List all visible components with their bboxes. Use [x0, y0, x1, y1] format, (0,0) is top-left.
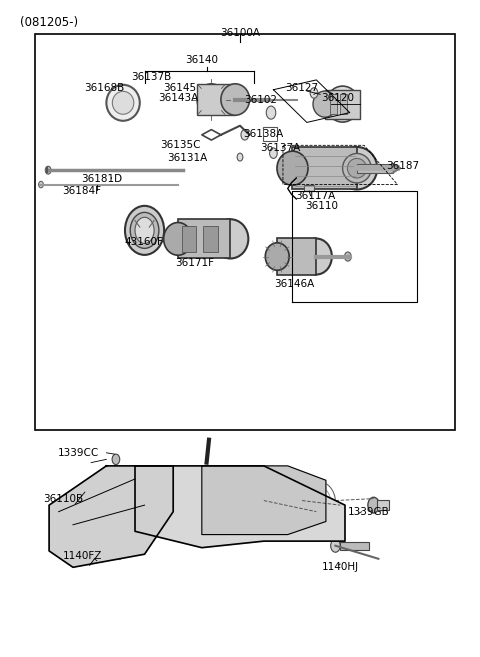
- Circle shape: [92, 548, 102, 560]
- Text: 36181D: 36181D: [81, 174, 122, 185]
- Text: 36100A: 36100A: [220, 28, 260, 38]
- Text: 36137A: 36137A: [261, 143, 300, 153]
- Text: 36168B: 36168B: [84, 83, 124, 93]
- Text: 36131A: 36131A: [168, 153, 208, 164]
- Circle shape: [241, 129, 249, 140]
- Bar: [340, 95, 348, 114]
- Circle shape: [345, 252, 351, 261]
- Bar: [203, 226, 217, 252]
- Text: 36110: 36110: [306, 200, 338, 210]
- Circle shape: [38, 181, 43, 188]
- Ellipse shape: [265, 243, 289, 270]
- Circle shape: [270, 148, 277, 158]
- FancyBboxPatch shape: [35, 34, 455, 430]
- Circle shape: [310, 88, 318, 98]
- Text: 36102: 36102: [244, 95, 277, 104]
- Circle shape: [135, 217, 154, 244]
- Ellipse shape: [130, 212, 159, 248]
- Bar: [277, 238, 316, 275]
- Ellipse shape: [336, 147, 377, 189]
- Ellipse shape: [343, 154, 371, 183]
- Text: (081205-): (081205-): [21, 16, 79, 29]
- Text: 36145: 36145: [163, 83, 196, 93]
- Circle shape: [331, 539, 340, 553]
- Circle shape: [368, 497, 379, 513]
- Bar: [330, 95, 337, 114]
- Ellipse shape: [221, 84, 250, 115]
- Text: 36184F: 36184F: [62, 186, 101, 196]
- Bar: [292, 147, 357, 189]
- Text: 36117A: 36117A: [295, 191, 336, 200]
- Ellipse shape: [313, 91, 337, 117]
- Bar: [101, 551, 120, 559]
- Bar: [178, 219, 230, 258]
- Text: 1140HJ: 1140HJ: [322, 562, 359, 572]
- Ellipse shape: [301, 238, 332, 275]
- Ellipse shape: [326, 86, 360, 122]
- Bar: [304, 185, 314, 191]
- Text: 36146A: 36146A: [274, 279, 314, 289]
- Ellipse shape: [213, 219, 248, 258]
- Bar: [197, 84, 235, 115]
- Ellipse shape: [277, 151, 308, 185]
- Bar: [263, 127, 277, 141]
- Circle shape: [45, 166, 51, 174]
- Text: 36140: 36140: [185, 55, 218, 65]
- Bar: [325, 90, 360, 119]
- Circle shape: [112, 454, 120, 464]
- Ellipse shape: [348, 158, 366, 178]
- Text: 36127: 36127: [286, 83, 319, 93]
- Text: 1339GB: 1339GB: [348, 507, 390, 516]
- Bar: [357, 164, 393, 173]
- Text: 36137B: 36137B: [132, 72, 172, 81]
- Text: 36110B: 36110B: [43, 493, 84, 504]
- Circle shape: [237, 153, 243, 161]
- Polygon shape: [135, 466, 345, 548]
- Ellipse shape: [197, 84, 226, 115]
- Text: 36143A: 36143A: [158, 93, 198, 102]
- Bar: [377, 500, 389, 510]
- Text: 1140FZ: 1140FZ: [63, 551, 102, 561]
- Polygon shape: [49, 466, 173, 567]
- Text: 36135C: 36135C: [160, 141, 201, 150]
- Text: 36187: 36187: [386, 161, 419, 171]
- Ellipse shape: [125, 206, 164, 255]
- Text: 1339CC: 1339CC: [58, 448, 99, 458]
- Text: 36171F: 36171F: [175, 258, 214, 268]
- Bar: [182, 226, 196, 252]
- Ellipse shape: [164, 223, 192, 255]
- Ellipse shape: [112, 91, 134, 114]
- Text: 43160F: 43160F: [124, 237, 163, 247]
- Text: 36138A: 36138A: [243, 129, 283, 139]
- Polygon shape: [202, 466, 326, 535]
- Bar: [340, 542, 369, 550]
- Circle shape: [266, 106, 276, 119]
- Ellipse shape: [107, 85, 140, 121]
- Text: 36120: 36120: [321, 93, 354, 103]
